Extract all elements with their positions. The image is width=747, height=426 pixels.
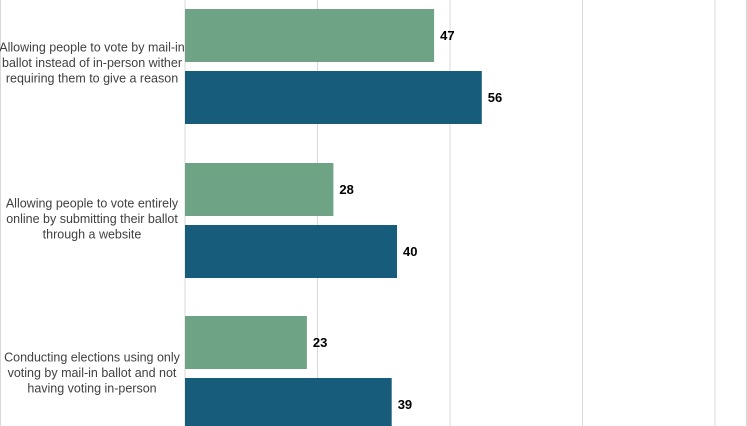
category-label: Allowing people to vote by mail-in ballot…: [0, 41, 185, 86]
data-label: 56: [488, 90, 502, 105]
data-label: 40: [403, 244, 417, 259]
category-label-line: Conducting elections using only: [4, 351, 181, 365]
data-label: 39: [398, 397, 412, 412]
data-label: 28: [339, 182, 353, 197]
bar-series-1-category-2: [185, 163, 334, 216]
category-label: Allowing people to vote entirely online b…: [6, 197, 179, 242]
bar-series-2-category-1: [185, 71, 482, 124]
bar-series-1-category-3: [185, 316, 307, 369]
category-label-line: ballot instead of in-person wither: [2, 56, 182, 70]
labels: 47 56 Allowing people to vote by mail-in ba…: [0, 28, 502, 412]
data-label: 23: [313, 335, 327, 350]
bar-series-2-category-3: [185, 378, 392, 426]
category-label-line: Allowing people to vote entirely: [6, 197, 179, 211]
bar-series-1-category-1: [185, 9, 435, 62]
data-label: 47: [440, 28, 454, 43]
bars: [185, 9, 482, 426]
category-label: Conducting elections using only voting by…: [4, 351, 181, 396]
bar-series-2-category-2: [185, 225, 397, 278]
category-label-line: online by submitting their ballot: [6, 212, 178, 226]
category-label-line: through a website: [43, 228, 142, 242]
category-label-line: having voting in-person: [27, 382, 156, 396]
category-label-line: requiring them to give a reason: [6, 72, 178, 86]
category-label-line: voting by mail-in ballot and not: [8, 366, 177, 380]
category-label-line: Allowing people to vote by mail-in: [0, 41, 185, 55]
